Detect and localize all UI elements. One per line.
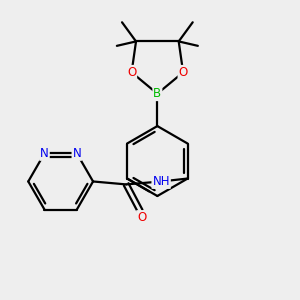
Text: NH: NH (152, 175, 170, 188)
Text: O: O (137, 211, 146, 224)
Text: B: B (153, 87, 161, 100)
Text: N: N (40, 147, 49, 160)
Text: O: O (127, 66, 136, 79)
Text: O: O (178, 66, 188, 79)
Text: N: N (73, 147, 81, 160)
